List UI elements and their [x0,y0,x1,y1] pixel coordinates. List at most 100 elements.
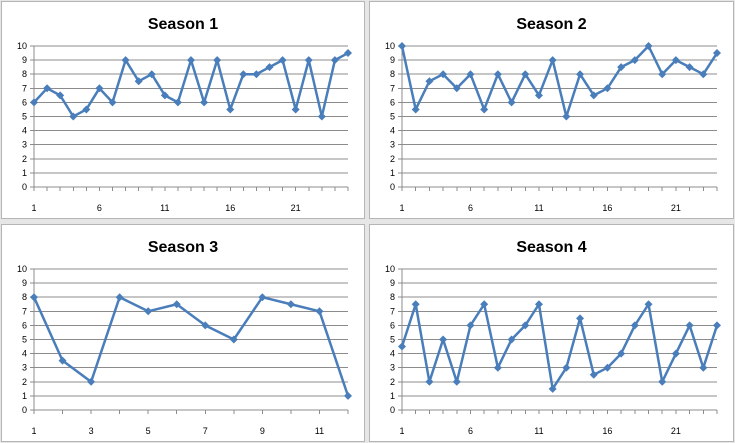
x-tick-label: 21 [291,203,301,213]
y-tick-label: 5 [22,335,27,345]
y-tick-label: 0 [22,182,27,192]
data-point [43,84,52,93]
x-tick-label: 16 [602,203,612,213]
data-point [452,84,461,93]
series-line [400,44,719,118]
data-point [685,63,694,72]
data-point [30,293,38,302]
data-point [630,321,639,330]
data-point [172,300,181,309]
data-point [507,335,516,344]
data-point [330,56,339,65]
y-tick-label: 4 [390,126,395,136]
data-point [617,63,626,72]
y-tick-label: 4 [22,349,27,359]
y-tick-label: 4 [22,126,27,136]
y-tick-label: 8 [22,69,27,79]
data-point [685,321,694,330]
y-tick-label: 2 [390,377,395,387]
data-point [713,321,721,330]
data-point [200,98,209,107]
data-point [713,49,721,58]
x-tick-label: 21 [671,203,681,213]
data-point [658,377,667,386]
data-point [344,391,352,400]
y-tick-label: 10 [385,41,395,51]
data-point [493,70,502,79]
data-point [95,84,104,93]
data-point [278,56,287,65]
x-tick-label: 11 [534,426,543,436]
data-point [548,56,557,65]
data-point [115,293,124,302]
y-tick-label: 8 [390,69,395,79]
chart-svg: Season 3 0 1 2 3 4 5 6 7 8 9 10 1 3 5 7 9 11 [17,239,352,436]
y-tick-label: 5 [390,335,395,345]
data-point [589,370,598,379]
y-tick-label: 5 [22,112,27,122]
y-tick-label: 10 [17,264,27,274]
data-point [226,105,235,114]
x-tick-label: 11 [160,203,169,213]
data-point [265,63,274,72]
data-point [658,70,667,79]
data-point [466,70,475,79]
x-tick-label: 6 [468,203,473,213]
y-tick-label: 5 [390,112,395,122]
chart-title: Season 1 [148,16,218,33]
data-point [493,363,502,372]
chart-title: Season 2 [516,16,586,33]
data-point [160,91,169,100]
data-point [630,56,639,65]
data-point [56,91,65,100]
data-point [144,307,153,316]
data-point [439,70,448,79]
x-tick-label: 1 [399,426,404,436]
data-point [603,84,612,93]
y-tick-label: 6 [22,97,27,107]
data-point [398,342,406,351]
x-tick-label: 1 [399,203,404,213]
chart-panel-season-2: Season 2 0 1 2 3 4 5 6 7 8 9 10 1 6 11 16 21 [369,1,734,219]
data-point [315,307,324,316]
data-point [344,49,352,58]
y-tick-label: 4 [390,349,395,359]
data-point [452,377,461,386]
data-point [398,42,406,50]
y-tick-label: 7 [22,306,27,316]
y-tick-label: 1 [22,168,27,178]
data-point [425,377,434,386]
y-tick-label: 7 [390,306,395,316]
y-tick-label: 1 [390,391,395,401]
x-tick-label: 11 [534,203,543,213]
x-tick-label: 6 [468,426,473,436]
data-point [671,349,680,358]
data-point [58,356,67,365]
x-tick-label: 1 [31,203,36,213]
series-line [32,295,350,397]
y-tick-label: 7 [390,83,395,93]
y-tick-label: 0 [390,405,395,415]
y-tick-label: 9 [22,55,27,65]
chart-panel-season-3: Season 3 0 1 2 3 4 5 6 7 8 9 10 1 3 5 7 9 11 [1,224,365,442]
x-tick-label: 1 [31,426,36,436]
data-point [213,56,222,65]
data-point [291,105,300,114]
data-point [576,314,585,323]
chart-panel-season-4: Season 4 0 1 2 3 4 5 6 7 8 9 10 1 6 11 16 21 [369,224,734,442]
data-point [258,293,267,302]
x-tick-label: 16 [602,426,612,436]
data-point [603,363,612,372]
data-point [187,56,195,65]
y-tick-label: 1 [390,168,395,178]
y-tick-label: 10 [385,264,395,274]
y-tick-label: 3 [22,140,27,150]
data-point [644,42,653,50]
data-point [699,363,708,372]
data-point [108,98,117,107]
data-point [304,56,313,65]
y-tick-label: 6 [390,320,395,330]
y-tick-label: 3 [22,363,27,373]
